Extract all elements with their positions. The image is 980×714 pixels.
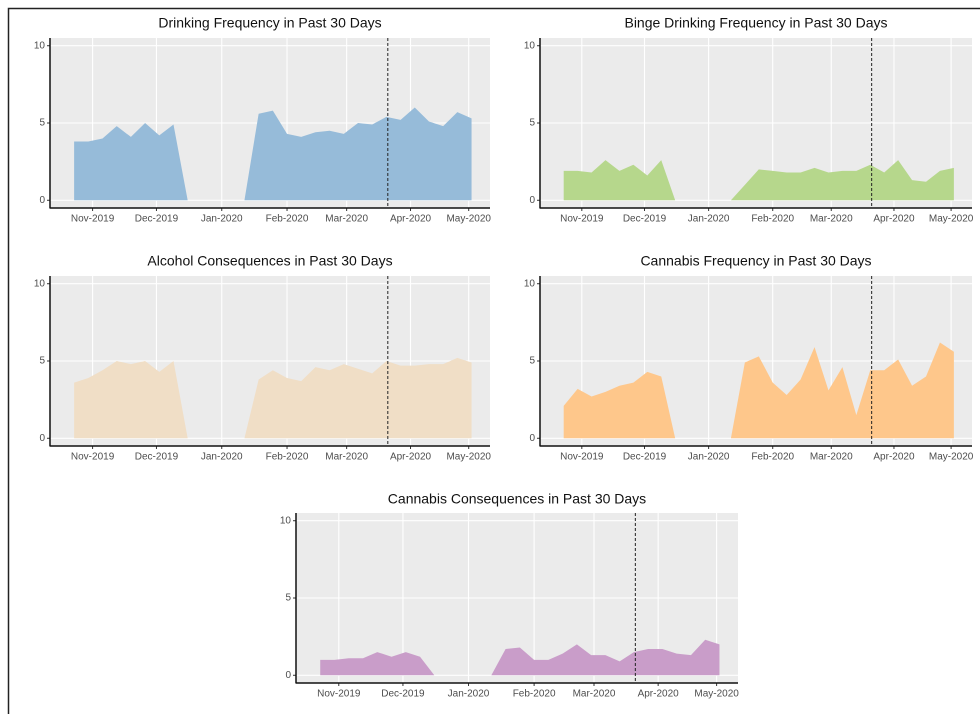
y-tick-label: 5 [529,356,535,367]
x-tick-label: Dec-2019 [135,214,179,225]
x-tick-label: May-2020 [446,452,491,463]
chart-title: Cannabis Consequences in Past 30 Days [388,491,646,507]
x-tick-label: Jan-2020 [448,689,490,700]
y-tick-label: 0 [39,433,45,444]
y-tick-label: 10 [34,278,46,289]
y-tick-label: 10 [524,40,536,51]
chart-title: Alcohol Consequences in Past 30 Days [147,253,392,269]
x-tick-label: Dec-2019 [623,214,667,225]
x-tick-label: Jan-2020 [201,214,243,225]
chart-title: Cannabis Frequency in Past 30 Days [640,253,871,269]
y-tick-label: 5 [285,593,291,604]
y-tick-label: 10 [524,278,536,289]
y-tick-label: 5 [529,118,535,129]
x-tick-label: Mar-2020 [573,689,616,700]
x-tick-label: Nov-2019 [560,452,604,463]
x-tick-label: May-2020 [694,689,739,700]
area [320,639,720,676]
x-tick-label: Mar-2020 [325,452,368,463]
x-tick-label: Apr-2020 [873,214,915,225]
x-tick-label: Feb-2020 [751,214,794,225]
x-tick-label: May-2020 [929,452,974,463]
x-tick-label: Feb-2020 [751,452,794,463]
area [74,357,472,439]
area [563,342,954,439]
x-tick-label: Nov-2019 [71,452,115,463]
x-tick-label: Dec-2019 [135,452,179,463]
x-tick-label: Jan-2020 [688,214,730,225]
x-tick-label: Nov-2019 [317,689,361,700]
y-tick-label: 0 [285,670,291,681]
area [563,160,954,201]
x-tick-label: Nov-2019 [71,214,115,225]
y-tick-label: 5 [39,118,45,129]
y-tick-label: 10 [280,515,292,526]
area [74,107,472,201]
x-tick-label: Feb-2020 [266,214,309,225]
x-tick-label: Dec-2019 [381,689,425,700]
x-tick-label: Feb-2020 [266,452,309,463]
x-tick-label: May-2020 [446,214,491,225]
y-tick-label: 0 [529,195,535,206]
x-tick-label: Apr-2020 [390,214,432,225]
x-tick-label: Dec-2019 [623,452,667,463]
x-tick-label: Mar-2020 [325,214,368,225]
frame [7,7,980,714]
x-tick-label: Jan-2020 [201,452,243,463]
x-tick-label: Apr-2020 [873,452,915,463]
x-tick-label: Nov-2019 [560,214,604,225]
x-tick-label: Mar-2020 [810,452,853,463]
x-tick-label: Apr-2020 [390,452,432,463]
x-tick-label: Feb-2020 [513,689,556,700]
x-tick-label: Apr-2020 [638,689,680,700]
chart-title: Binge Drinking Frequency in Past 30 Days [624,15,887,31]
y-tick-label: 5 [39,356,45,367]
y-tick-label: 0 [529,433,535,444]
x-tick-label: May-2020 [929,214,974,225]
x-tick-label: Jan-2020 [688,452,730,463]
x-tick-label: Mar-2020 [810,214,853,225]
y-tick-label: 10 [34,40,46,51]
y-tick-label: 0 [39,195,45,206]
chart-title: Drinking Frequency in Past 30 Days [158,15,381,31]
